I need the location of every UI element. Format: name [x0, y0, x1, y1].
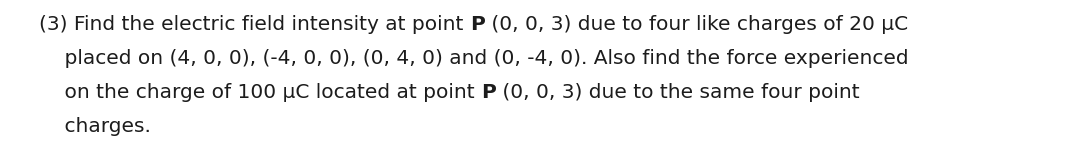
Text: on the charge of 100 μC located at point: on the charge of 100 μC located at point — [39, 83, 481, 102]
Text: P: P — [470, 15, 485, 34]
Text: (0, 0, 3) due to the same four point: (0, 0, 3) due to the same four point — [496, 83, 860, 102]
Text: P: P — [481, 83, 496, 102]
Text: (3) Find the electric field intensity at point: (3) Find the electric field intensity at… — [39, 15, 470, 34]
Text: charges.: charges. — [39, 117, 151, 136]
Text: placed on (4, 0, 0), (-4, 0, 0), (0, 4, 0) and (0, -4, 0). Also find the force e: placed on (4, 0, 0), (-4, 0, 0), (0, 4, … — [39, 49, 908, 68]
Text: (0, 0, 3) due to four like charges of 20 μC: (0, 0, 3) due to four like charges of 20… — [485, 15, 907, 34]
